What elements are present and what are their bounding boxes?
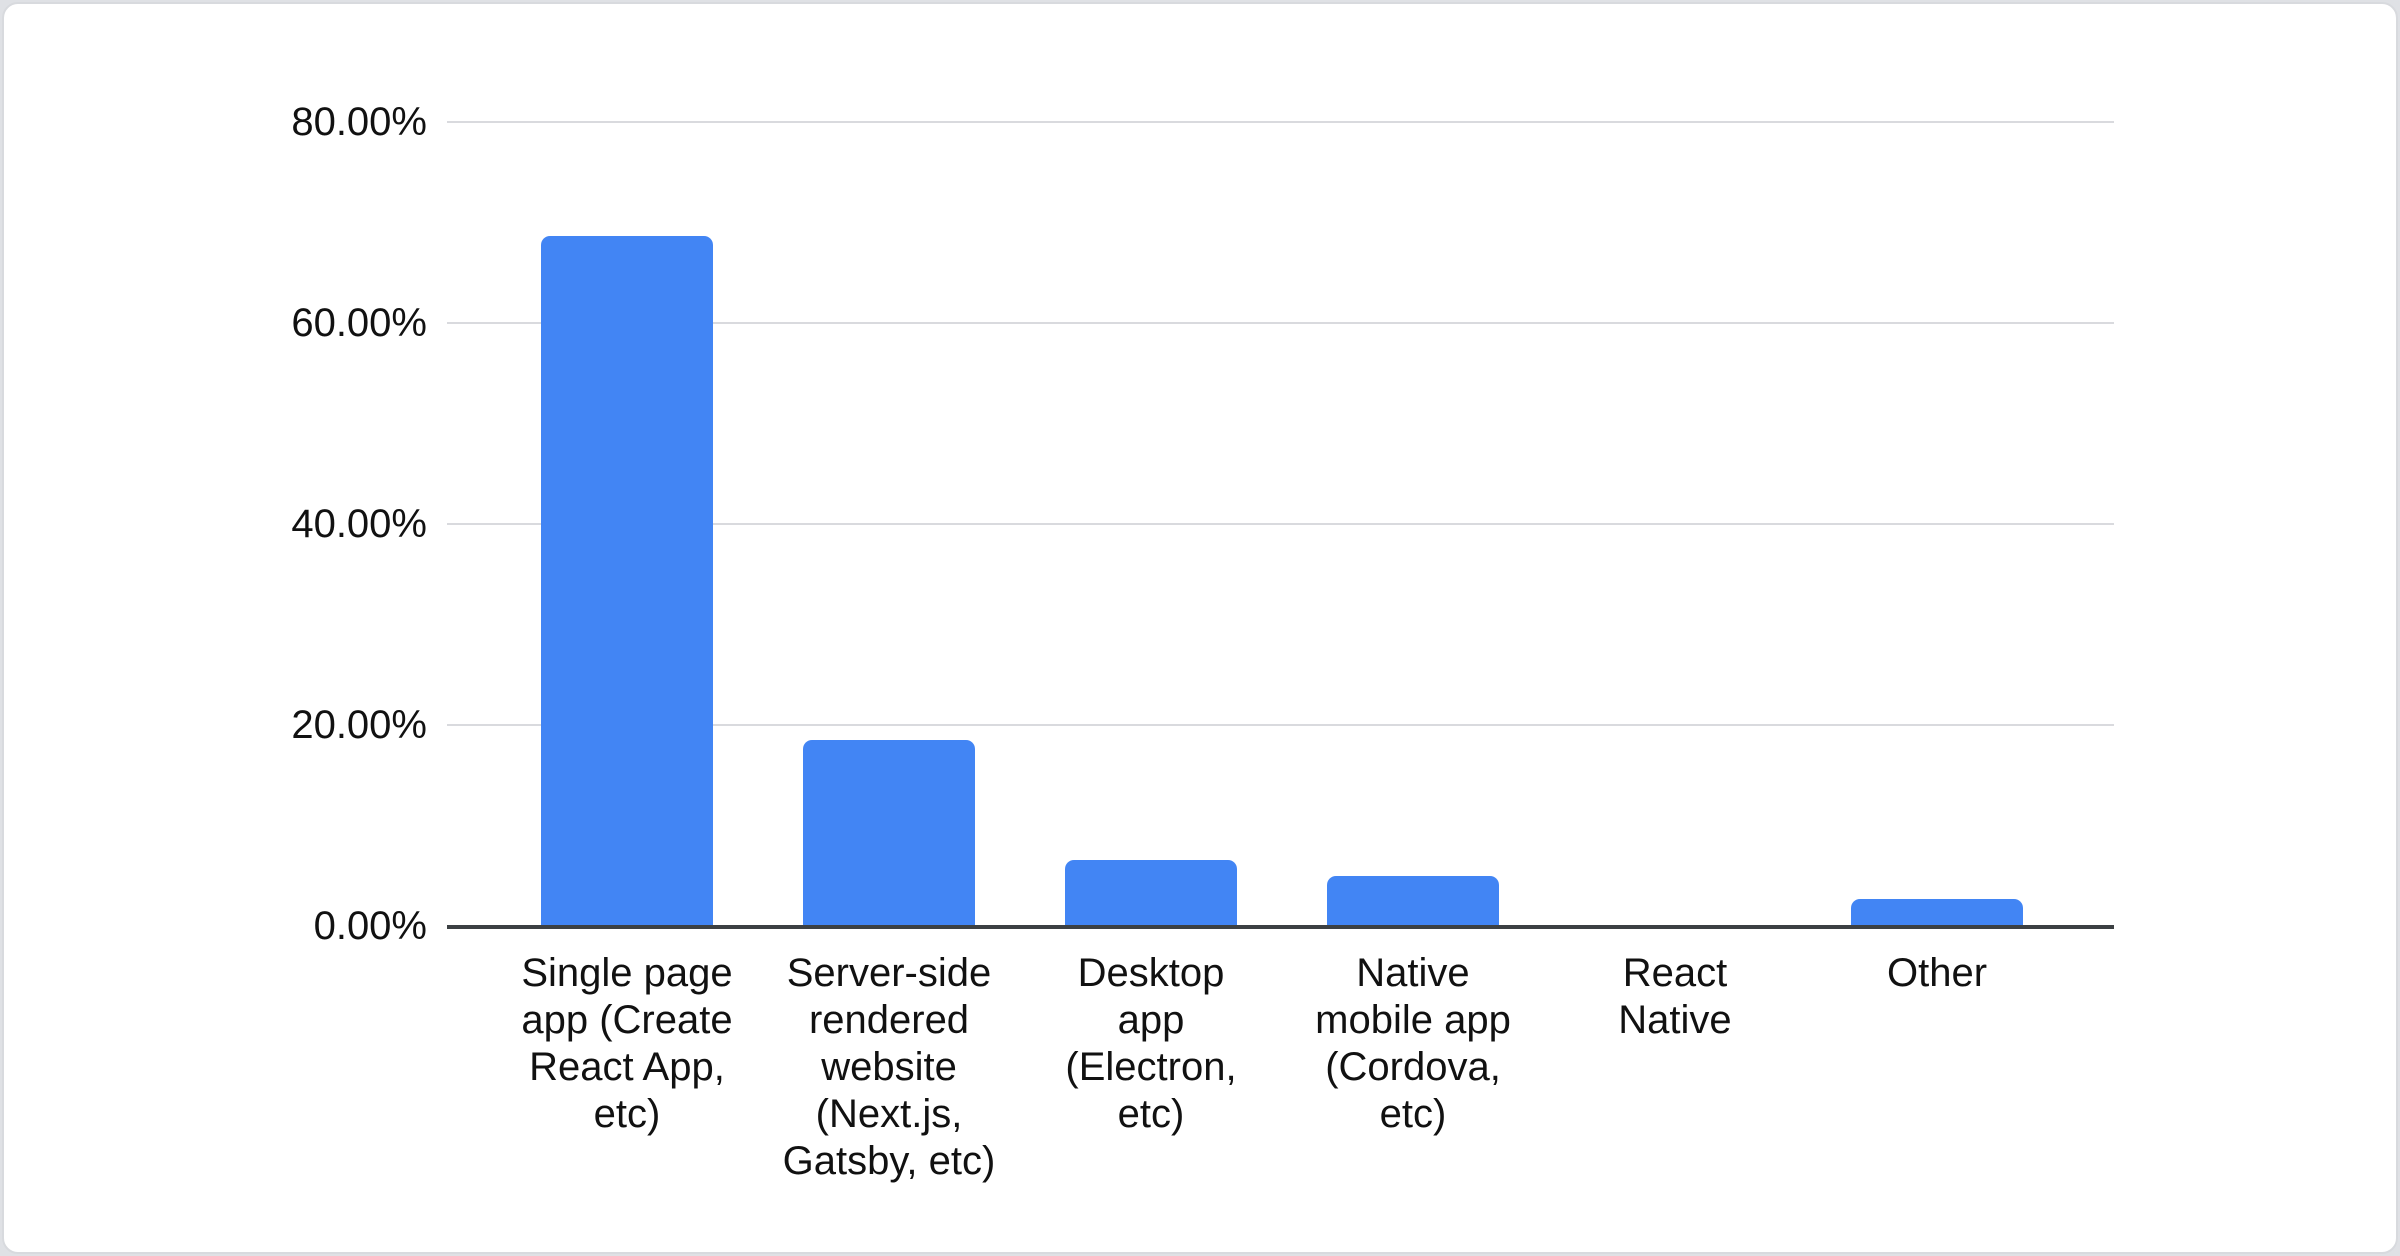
gridline (447, 322, 2114, 324)
x-axis-line (447, 925, 2114, 929)
x-category-label: Desktop app (Electron, etc) (1065, 951, 1237, 1136)
y-tick-label: 40.00% (291, 502, 427, 546)
gridline (447, 523, 2114, 525)
bar[interactable] (1327, 875, 1499, 925)
bar[interactable] (1065, 859, 1237, 925)
y-tick-label: 60.00% (291, 301, 427, 345)
y-tick-label: 0.00% (313, 904, 427, 948)
y-tick-label: 80.00% (291, 100, 427, 144)
gridline (447, 724, 2114, 726)
plot-area (447, 121, 2114, 929)
y-axis: 0.00% 20.00% 40.00% 60.00% 80.00% (4, 100, 427, 948)
gridline (447, 121, 2114, 123)
x-category-label: React Native (1618, 951, 1732, 1042)
x-axis: Single page app (Create React App, etc) S… (447, 950, 2114, 1250)
bar[interactable] (1851, 898, 2023, 925)
x-category-label: Server-side rendered website (Next.js, G… (782, 951, 996, 1183)
x-category-label: Single page app (Create React App, etc) (521, 951, 733, 1136)
x-category-label: Native mobile app (Cordova, etc) (1315, 951, 1511, 1136)
bar[interactable] (541, 235, 713, 925)
bar[interactable] (803, 740, 975, 925)
x-category-label: Other (1886, 951, 1988, 995)
y-tick-label: 20.00% (291, 703, 427, 747)
